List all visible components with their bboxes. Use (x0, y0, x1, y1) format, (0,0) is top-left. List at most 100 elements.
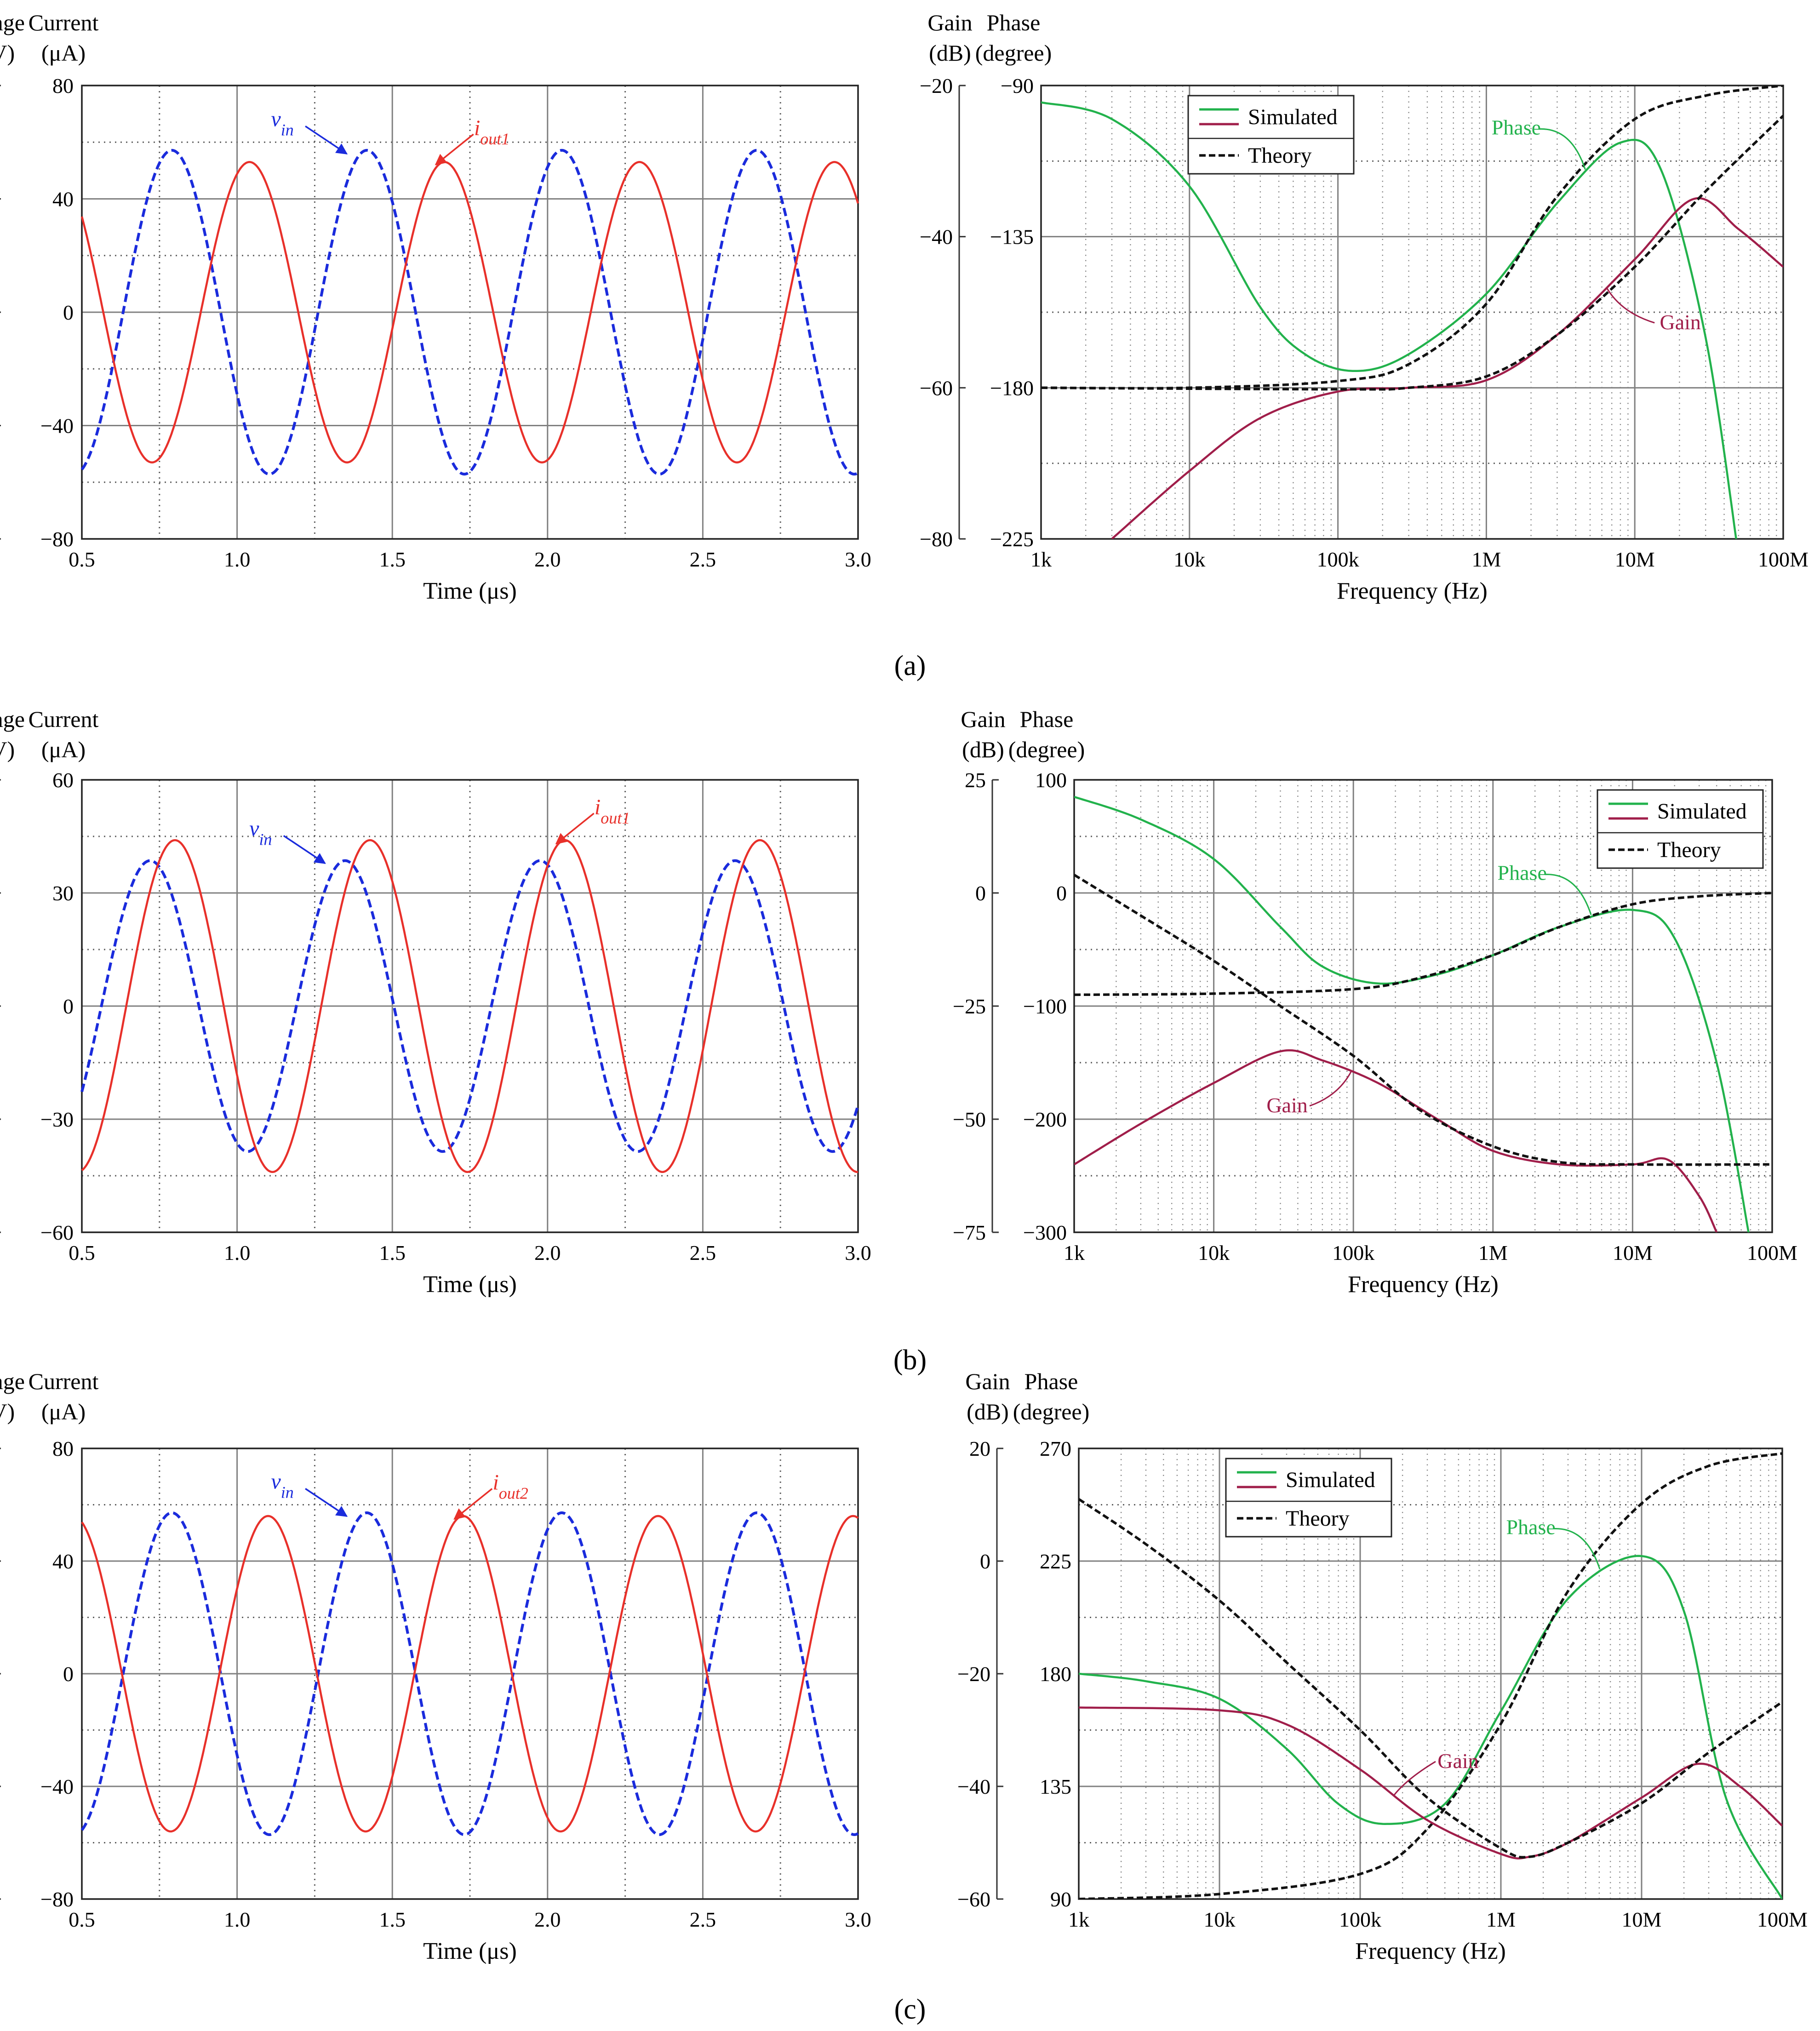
right-tick-label: 0 (1056, 881, 1067, 905)
left-tick-label: −40 (920, 225, 953, 249)
panel-label-a: (a) (894, 650, 926, 681)
panel-label-b: (b) (893, 1344, 927, 1376)
series-line-theory-gain (1079, 1498, 1782, 1859)
right-tick-label: −40 (40, 1775, 74, 1798)
right-tick-label: 180 (1040, 1662, 1071, 1686)
grid (81, 85, 859, 540)
right-tick-label: −80 (40, 527, 74, 551)
annotation-iout-sub: out1 (601, 809, 630, 827)
series-line-simulated-gain (1111, 197, 1783, 539)
annotation-vin-arrow (305, 126, 348, 154)
left-tick-label: −60 (920, 376, 953, 400)
left-tick-label: −25 (953, 995, 986, 1018)
right-axis-unit: (μA) (41, 737, 86, 762)
annotation-phase: Phase (1498, 861, 1547, 885)
x-axis-label: Frequency (Hz) (1337, 578, 1488, 604)
right-tick-label: −225 (990, 527, 1034, 551)
left-axis-unit: (mV) (0, 737, 15, 762)
left-tick-label: −20 (957, 1662, 990, 1686)
left-tick-label: 25 (965, 768, 986, 792)
series-line-simulated-gain (1074, 1049, 1718, 1232)
x-tick-label: 2.0 (534, 1241, 561, 1264)
curves (1079, 1452, 1782, 1899)
legend-label-simulated: Simulated (1248, 105, 1338, 129)
series-line-theory-phase (1041, 86, 1783, 390)
right-axis-unit: (μA) (41, 40, 86, 66)
left-axis-unit: (dB) (962, 737, 1004, 762)
right-tick-label: 0 (63, 995, 74, 1018)
x-tick-label: 1.5 (379, 1908, 406, 1931)
x-tick-label: 100k (1317, 548, 1359, 571)
x-tick-label: 10M (1622, 1908, 1662, 1931)
x-axis-label: Time (μs) (423, 1271, 517, 1298)
legend: Simulated Theory (1187, 95, 1355, 175)
x-axis-label: Time (μs) (423, 578, 517, 604)
series-line-simulated-phase (1074, 795, 1750, 1232)
left-tick-label: −80 (920, 527, 953, 551)
annotation-phase: Phase (1506, 1516, 1555, 1539)
right-tick-label: −80 (40, 1888, 74, 1911)
right-axis-title: Current (29, 1368, 99, 1394)
annotation-gain: Gain (1660, 310, 1700, 334)
series-line-iout1 (81, 839, 858, 1173)
right-axis-title: Current (29, 706, 99, 732)
x-tick-label: 10k (1173, 548, 1205, 571)
right-tick-label: −180 (990, 376, 1034, 400)
annotation-phase-leader (1539, 128, 1586, 170)
x-tick-label: 1.0 (224, 548, 251, 571)
x-tick-label: 1k (1064, 1241, 1085, 1264)
annotation-vin: vin (271, 1470, 293, 1502)
x-tick-label: 1M (1471, 548, 1501, 571)
right-axis-title: Phase (987, 10, 1041, 35)
series-line-simulated-phase (1041, 101, 1737, 539)
right-tick-label: −90 (1001, 74, 1034, 97)
left-axis-title: Gain (961, 706, 1005, 732)
plot-frame (81, 85, 859, 540)
x-tick-label: 1.5 (379, 1241, 406, 1264)
x-tick-label: 100M (1747, 1241, 1797, 1264)
annotation-gain-leader (1309, 1070, 1352, 1107)
annotation-vin-sub: in (281, 1483, 294, 1502)
legend-label-simulated: Simulated (1286, 1468, 1375, 1492)
x-tick-label: 10M (1615, 548, 1655, 571)
series-line-iout2 (81, 1515, 859, 1833)
x-tick-label: 100M (1758, 548, 1809, 571)
legend-label-simulated: Simulated (1657, 799, 1747, 824)
right-tick-label: −40 (40, 414, 74, 438)
x-tick-label: 1k (1068, 1908, 1089, 1931)
annotation-iout-arrow (555, 812, 595, 845)
x-axis-label: Frequency (Hz) (1355, 1938, 1506, 1964)
left-axis-unit: (mV) (0, 1399, 15, 1425)
annotation-iout: iout1 (474, 116, 509, 148)
annotation-vin: vin (271, 107, 293, 139)
legend: Simulated Theory (1597, 789, 1764, 869)
right-tick-label: −60 (40, 1221, 74, 1244)
x-tick-label: 2.5 (690, 1241, 716, 1264)
panel-c-time-chart: 70350−35−7080400−40−800.51.01.52.02.53.0… (0, 1368, 871, 1964)
annotation-iout: iout2 (492, 1470, 528, 1503)
panel-a-time-chart: 70350−35−7080400−40−800.51.01.52.02.53.0… (0, 10, 871, 604)
right-tick-label: 100 (1035, 768, 1067, 792)
annotation-gain: Gain (1266, 1093, 1307, 1117)
x-tick-label: 1.5 (379, 548, 406, 571)
legend-label-theory: Theory (1248, 143, 1312, 168)
left-tick-label: −60 (957, 1888, 990, 1911)
left-axis-unit: (mV) (0, 40, 15, 66)
right-tick-label: 40 (52, 1550, 74, 1573)
x-tick-label: 0.5 (69, 1908, 95, 1931)
annotation-iout-arrow (453, 1488, 493, 1520)
right-tick-label: 60 (52, 768, 74, 792)
curves (1041, 86, 1783, 539)
x-tick-label: 0.5 (69, 1241, 95, 1264)
x-tick-label: 100M (1757, 1908, 1808, 1931)
x-tick-label: 1M (1486, 1908, 1516, 1931)
x-tick-label: 1k (1030, 548, 1052, 571)
right-tick-label: −200 (1023, 1108, 1067, 1131)
x-tick-label: 10M (1613, 1241, 1653, 1264)
annotation-vin-sub: in (281, 120, 294, 139)
x-tick-label: 3.0 (845, 1908, 871, 1931)
series-line-vin (80, 859, 859, 1153)
right-tick-label: 0 (63, 1662, 74, 1686)
